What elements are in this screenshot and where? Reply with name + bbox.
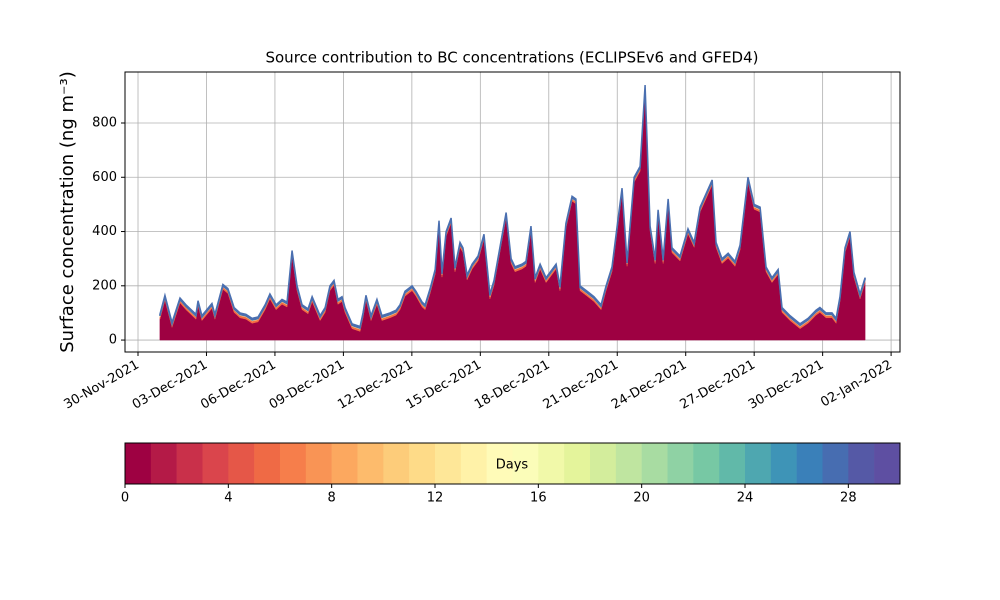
- colorbar-tick-label: 24: [737, 491, 754, 506]
- y-tick-label: 800: [92, 116, 117, 131]
- colorbar-swatch: [538, 443, 565, 484]
- x-tick-label: 18-Dec-2021: [472, 358, 552, 413]
- colorbar-tick-label: 16: [530, 491, 547, 506]
- colorbar-swatch: [435, 443, 462, 484]
- colorbar-swatch: [383, 443, 410, 484]
- y-tick-label: 0: [109, 333, 117, 348]
- x-tick-label: 27-Dec-2021: [678, 358, 758, 413]
- colorbar-swatch: [796, 443, 823, 484]
- x-tick-label: 21-Dec-2021: [541, 358, 621, 413]
- colorbar-swatch: [331, 443, 358, 484]
- colorbar-swatch: [615, 443, 642, 484]
- colorbar-swatch: [125, 443, 152, 484]
- colorbar-frame: [124, 442, 901, 485]
- colorbar-tick-label: 8: [328, 491, 336, 506]
- chart-title: Source contribution to BC concentrations…: [265, 49, 758, 67]
- colorbar-label: Days: [496, 458, 529, 473]
- area-layer: [159, 84, 866, 330]
- x-tick-label: 02-Jan-2022: [818, 358, 895, 411]
- x-tick-label: 06-Dec-2021: [198, 358, 278, 413]
- colorbar-swatch: [280, 443, 307, 484]
- colorbar-swatch: [590, 443, 617, 484]
- colorbar-swatch: [357, 443, 384, 484]
- colorbar-swatch: [745, 443, 772, 484]
- colorbar-swatch: [641, 443, 668, 484]
- y-tick-label: 200: [92, 278, 117, 293]
- colorbar-tick-label: 12: [427, 491, 444, 506]
- colorbar-swatch: [874, 443, 901, 484]
- colorbar-swatch: [228, 443, 255, 484]
- x-tick-label: 24-Dec-2021: [609, 358, 689, 413]
- y-tick-label: 600: [92, 170, 117, 185]
- plot-frame: [124, 71, 901, 353]
- y-tick-label: 400: [92, 224, 117, 239]
- colorbar-swatch: [150, 443, 177, 484]
- x-tick-label: 30-Nov-2021: [61, 358, 141, 413]
- colorbar-swatch: [822, 443, 849, 484]
- x-tick-label: 30-Dec-2021: [746, 358, 826, 413]
- colorbar-swatch: [693, 443, 720, 484]
- colorbar-swatch: [176, 443, 203, 484]
- colorbar-tick-label: 4: [224, 491, 232, 506]
- colorbar-swatch: [564, 443, 591, 484]
- x-tick-label: 15-Dec-2021: [404, 358, 484, 413]
- colorbar: [125, 443, 901, 484]
- colorbar-swatch: [848, 443, 875, 484]
- colorbar-swatch: [770, 443, 797, 484]
- colorbar-swatch: [305, 443, 332, 484]
- x-tick-label: 09-Dec-2021: [267, 358, 347, 413]
- colorbar-swatch: [512, 443, 539, 484]
- colorbar-swatch: [719, 443, 746, 484]
- colorbar-tick-label: 20: [633, 491, 650, 506]
- x-tick-label: 12-Dec-2021: [335, 358, 415, 413]
- areas: [159, 84, 866, 341]
- x-tick-label: 03-Dec-2021: [130, 358, 210, 413]
- colorbar-swatch: [202, 443, 229, 484]
- y-axis-label: Surface concentration (ng m⁻³): [57, 71, 78, 353]
- colorbar-swatch: [409, 443, 436, 484]
- colorbar-swatch: [667, 443, 694, 484]
- colorbar-tick-label: 0: [121, 491, 129, 506]
- colorbar-swatch: [254, 443, 281, 484]
- colorbar-tick-label: 28: [840, 491, 857, 506]
- colorbar-swatch: [460, 443, 487, 484]
- colorbar-swatch: [486, 443, 513, 484]
